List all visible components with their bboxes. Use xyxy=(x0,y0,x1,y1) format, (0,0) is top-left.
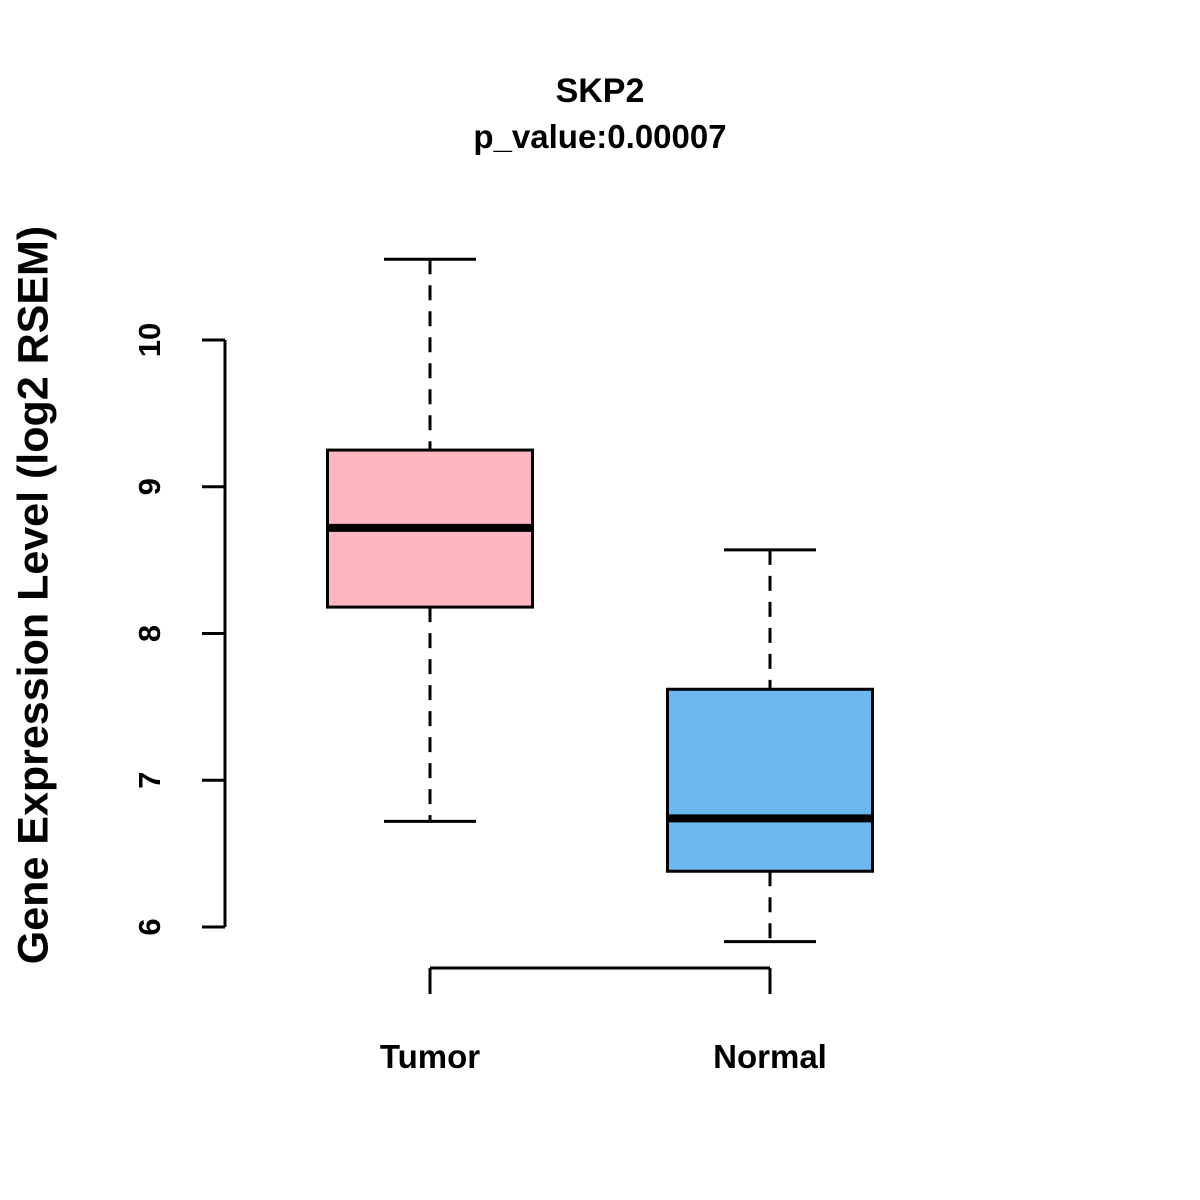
y-tick-label: 6 xyxy=(132,918,167,935)
y-tick-label: 9 xyxy=(132,478,167,495)
category-label-normal: Normal xyxy=(713,1038,827,1075)
box-normal xyxy=(666,687,874,873)
y-tick-label: 7 xyxy=(132,772,167,789)
y-tick-label: 10 xyxy=(132,323,167,357)
category-label-tumor: Tumor xyxy=(380,1038,480,1075)
chart-subtitle: p_value:0.00007 xyxy=(473,118,727,155)
y-tick-label: 8 xyxy=(132,625,167,642)
chart-title: SKP2 xyxy=(555,72,645,110)
